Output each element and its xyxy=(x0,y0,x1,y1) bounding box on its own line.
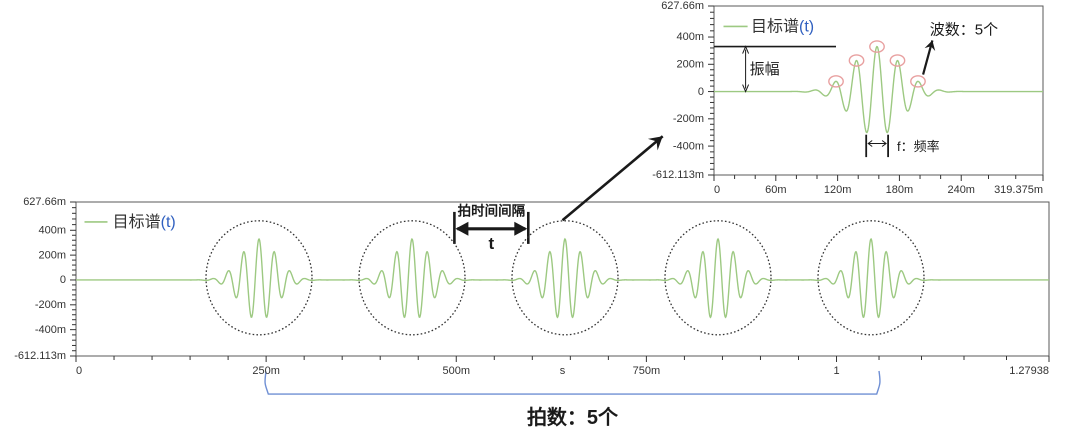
svg-text:1.27938: 1.27938 xyxy=(1009,365,1049,377)
svg-text:拍数：5个: 拍数：5个 xyxy=(527,405,619,429)
svg-text:0: 0 xyxy=(698,86,704,98)
svg-text:-200m: -200m xyxy=(35,299,66,311)
svg-text:180m: 180m xyxy=(886,184,914,196)
svg-text:目标谱(t): 目标谱(t) xyxy=(751,18,814,36)
svg-text:400m: 400m xyxy=(38,224,66,236)
svg-text:-400m: -400m xyxy=(673,140,704,152)
svg-text:t: t xyxy=(489,234,495,253)
svg-text:400m: 400m xyxy=(676,31,704,43)
svg-text:200m: 200m xyxy=(676,59,704,71)
svg-text:-200m: -200m xyxy=(673,113,704,125)
svg-text:-612.113m: -612.113m xyxy=(14,350,66,362)
svg-text:60m: 60m xyxy=(765,184,786,196)
svg-text:f：频率: f：频率 xyxy=(897,139,940,154)
svg-text:s: s xyxy=(560,365,566,377)
svg-text:120m: 120m xyxy=(824,184,852,196)
svg-text:-400m: -400m xyxy=(35,324,66,336)
svg-text:1: 1 xyxy=(833,365,839,377)
svg-text:200m: 200m xyxy=(38,249,66,261)
svg-text:波数：5个: 波数：5个 xyxy=(930,21,998,38)
svg-text:319.375m: 319.375m xyxy=(994,184,1043,196)
svg-text:240m: 240m xyxy=(947,184,975,196)
svg-text:拍时间间隔: 拍时间间隔 xyxy=(458,203,526,219)
svg-text:250m: 250m xyxy=(252,365,280,377)
svg-text:0: 0 xyxy=(714,184,720,196)
svg-text:目标谱(t): 目标谱(t) xyxy=(113,213,176,231)
svg-text:0: 0 xyxy=(60,274,66,286)
svg-text:振幅: 振幅 xyxy=(750,61,780,78)
svg-text:-612.113m: -612.113m xyxy=(652,169,704,181)
svg-text:500m: 500m xyxy=(442,365,470,377)
svg-text:0: 0 xyxy=(76,365,82,377)
svg-text:627.66m: 627.66m xyxy=(23,196,66,208)
svg-text:750m: 750m xyxy=(633,365,661,377)
svg-text:627.66m: 627.66m xyxy=(661,0,704,12)
